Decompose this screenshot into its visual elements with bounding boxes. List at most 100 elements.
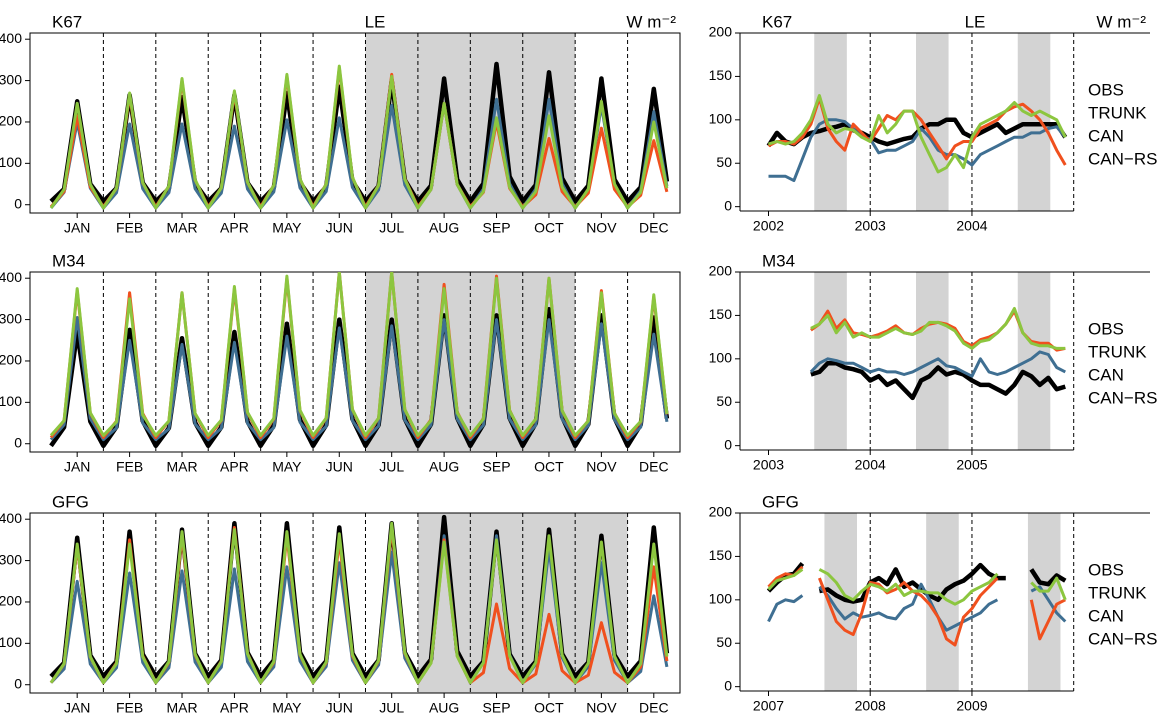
y-tick-label: 100 [0,393,22,409]
x-tick-label: FEB [116,459,143,475]
legend-entry: OBS [1088,560,1124,579]
lines [809,307,1066,401]
x-tick-label: SEP [483,220,511,236]
x-tick-label: 2005 [956,457,987,473]
legend-entry: TRUNK [1088,103,1147,122]
y-tick-label: 100 [0,154,22,170]
frame [29,32,681,214]
y-tick-label: 100 [709,111,733,127]
y-tick-label: 0 [724,677,732,693]
y-tick-label: 0 [724,197,732,213]
frame [29,271,681,453]
x-tick-label: DEC [639,220,669,236]
legend-entry: CAN [1088,365,1124,384]
series-line [767,565,1066,647]
panel: 0 50 100 150 200 2002 2003 2004 OBS TRUNK CAN CAN−R… [709,12,1158,233]
x-tick-label: FEB [116,700,143,716]
lines [766,94,1068,183]
x-tick-label: 2003 [753,457,784,473]
x-tick-label: DEC [639,459,669,475]
x-tick-label: JAN [64,220,90,236]
y-tick-label: 200 [0,113,22,129]
x-tick-label: OCT [534,459,564,475]
x-tick-label: NOV [586,700,617,716]
x-tick-label: JUL [379,700,404,716]
x-tick-label: OCT [534,220,564,236]
x-tick-label: SEP [483,700,511,716]
x-tick-label: APR [220,220,249,236]
x-tick-label: APR [220,700,249,716]
x-tick-label: AUG [429,459,459,475]
lines [766,561,1067,647]
series-line [767,568,1067,606]
y-tick-label: 400 [0,30,22,46]
legend-entry: CAN−RS [1088,388,1157,407]
y-tick-label: 0 [724,436,732,452]
panel-unit: W m⁻² [626,12,676,31]
y-tick-label: 0 [14,675,22,691]
y-tick-label: 400 [0,269,22,285]
panel: 0 100 200 300 400 JAN FEB MAR APR MAY JUN JUL AUG SEP… [0,492,681,716]
y-tick-label: 300 [0,71,22,87]
series-line [49,521,669,685]
x-tick-label: 2004 [956,218,987,234]
y-tick-label: 300 [0,310,22,326]
x-tick-label: JAN [64,700,90,716]
x-tick-label: MAR [166,459,197,475]
series-line [768,118,1067,183]
y-tick-label: 100 [0,634,22,650]
x-tick-label: SEP [483,459,511,475]
y-tick-label: 100 [709,350,733,366]
frame [29,512,681,694]
y-tick-label: 150 [709,306,733,322]
x-tick-label: JUN [326,700,353,716]
panel-title: LE [965,12,986,31]
y-tick-label: 150 [709,67,733,83]
x-tick-label: MAY [272,459,302,475]
x-tick-label: 2002 [753,218,784,234]
y-tick-label: 50 [716,154,732,170]
y-tick-label: 0 [14,195,22,211]
x-tick-label: DEC [639,700,669,716]
legend-entry: OBS [1088,80,1124,99]
x-tick-label: JUN [326,220,353,236]
legend-entry: CAN−RS [1088,149,1157,168]
x-tick-label: JUL [379,459,404,475]
x-tick-label: JAN [64,459,90,475]
series-line [810,307,1066,350]
y-tick-label: 150 [709,547,733,563]
panel: 0 50 100 150 200 2007 2008 2009 OBS TRUNK CAN CAN−R… [709,492,1158,713]
x-tick-label: 2008 [855,698,886,714]
shaded-period [1027,513,1061,691]
x-tick-label: MAY [272,220,302,236]
panel-site: K67 [52,12,82,31]
x-tick-label: APR [220,459,249,475]
y-tick-label: 50 [716,634,732,650]
series-line [49,316,669,442]
panel-site: M34 [762,251,795,270]
legend-entry: CAN [1088,606,1124,625]
legend-entry: OBS [1088,319,1124,338]
legend-entry: TRUNK [1088,583,1147,602]
panel-site: M34 [52,251,85,270]
x-tick-label: MAR [166,220,197,236]
y-tick-label: 200 [709,24,733,40]
x-tick-label: MAY [272,700,302,716]
series-line [49,64,669,210]
x-tick-label: 2004 [855,457,886,473]
series-line [768,94,1067,174]
y-tick-label: 200 [709,263,733,279]
x-tick-label: JUN [326,459,353,475]
y-tick-label: 200 [709,504,733,520]
x-tick-label: 2009 [956,698,987,714]
x-tick-label: AUG [429,700,459,716]
lines [49,272,670,449]
legend-entry: CAN−RS [1088,629,1157,648]
y-tick-label: 200 [0,593,22,609]
panel-unit: W m⁻² [1096,12,1146,31]
y-tick-label: 50 [716,393,732,409]
panel-site: GFG [52,492,89,511]
series-line [809,350,1066,378]
x-tick-label: OCT [534,700,564,716]
